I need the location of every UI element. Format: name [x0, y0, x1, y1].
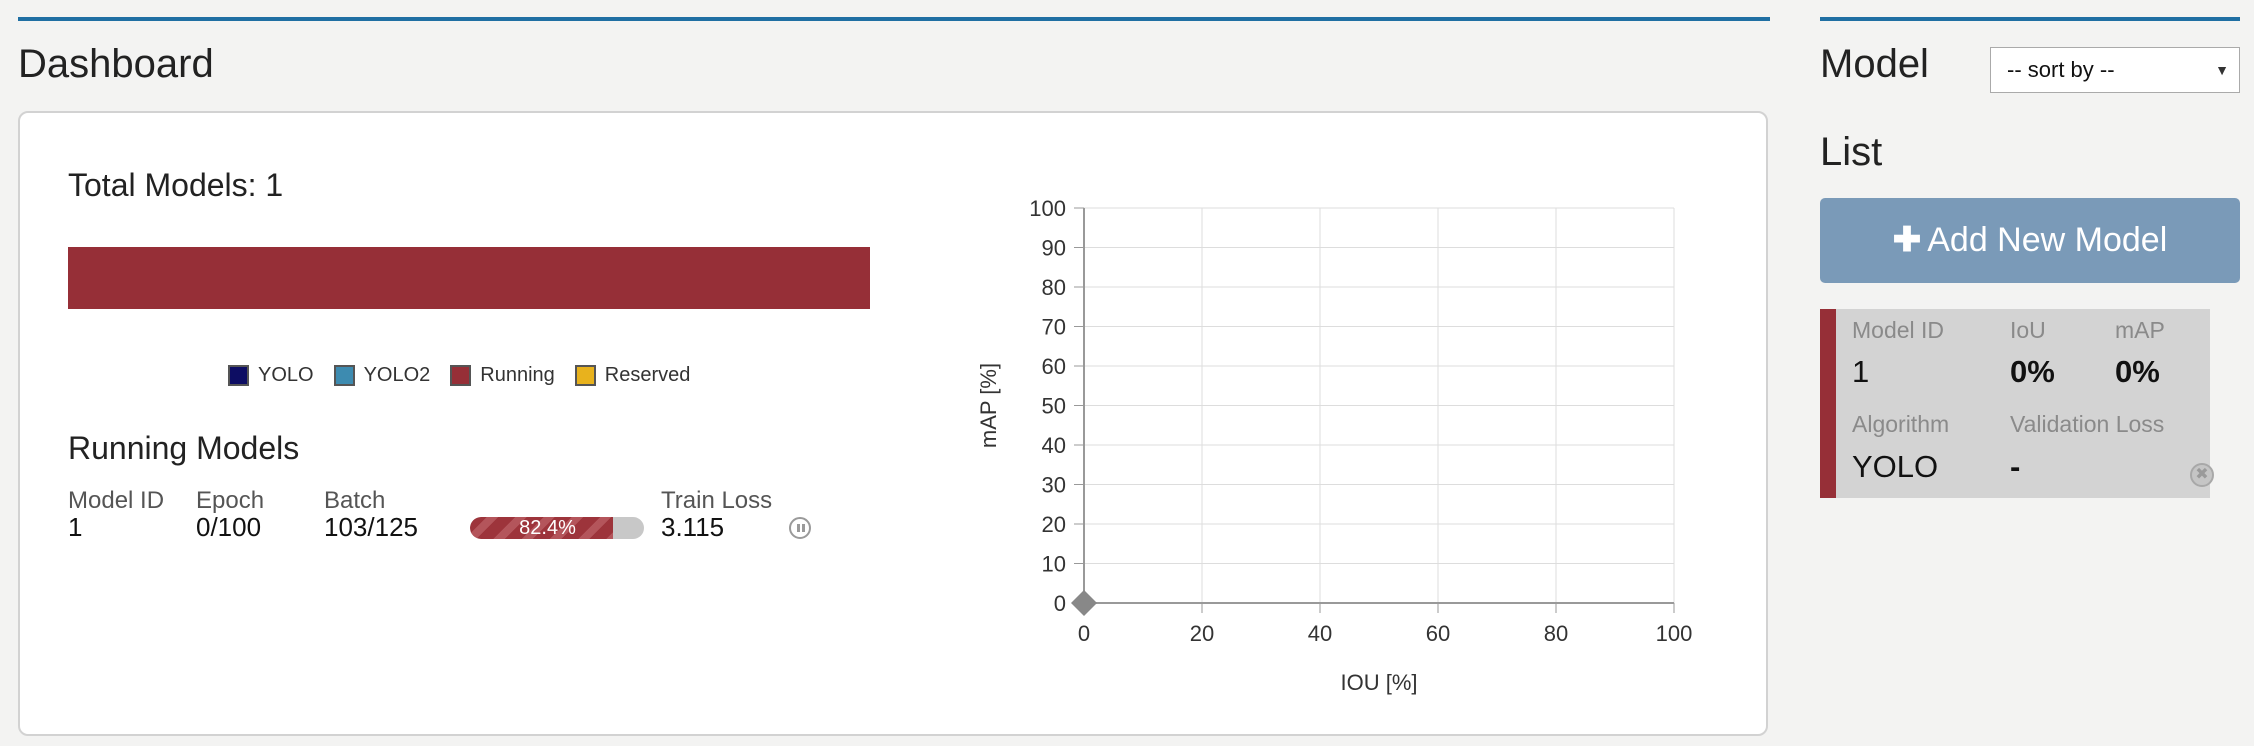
legend-swatch-yolo [228, 365, 249, 386]
running-value-model-id: 1 [68, 512, 83, 542]
card-value-model-id: 1 [1852, 354, 1870, 389]
status-legend: YOLO YOLO2 Running Reserved [228, 364, 710, 387]
card-value-validation-loss: - [2010, 449, 2021, 484]
y-tick-label: 40 [1042, 433, 1066, 458]
data-point [1071, 590, 1097, 616]
card-value-iou: 0% [2010, 354, 2055, 389]
x-tick-label: 40 [1308, 621, 1332, 646]
page-title: Dashboard [18, 42, 214, 86]
running-value-epoch: 0/100 [196, 512, 262, 542]
y-axis-title: mAP [%] [976, 363, 1001, 448]
plus-icon: ✚ [1892, 221, 1922, 259]
y-tick-label: 70 [1042, 315, 1066, 340]
card-label-model-id: Model ID [1852, 317, 1945, 343]
y-tick-label: 90 [1042, 236, 1066, 261]
running-col-batch: Batch 103/125 [324, 487, 418, 542]
pause-icon[interactable] [789, 517, 811, 539]
add-new-model-button[interactable]: ✚ Add New Model [1820, 198, 2240, 283]
y-tick-label: 50 [1042, 394, 1066, 419]
running-header-model-id: Model ID [68, 487, 165, 514]
sidebar-title-list: List [1820, 130, 1883, 174]
legend-item-yolo2: YOLO2 [333, 364, 431, 387]
legend-swatch-yolo2 [333, 365, 355, 386]
sidebar-top-rule [1820, 17, 2240, 21]
dashboard-top-rule [18, 17, 1770, 21]
card-value-algorithm: YOLO [1852, 449, 1939, 484]
legend-label-running: Running [480, 364, 555, 386]
legend-item-reserved: Reserved [574, 364, 691, 387]
batch-progress-text: 82.4% [519, 517, 576, 539]
legend-label-reserved: Reserved [604, 364, 691, 386]
model-card[interactable]: Model ID 1 IoU 0% mAP 0% Algorithm YOLO … [1820, 309, 2214, 498]
sort-select[interactable]: -- sort by -- ▼ [1990, 47, 2240, 93]
card-label-validation-loss: Validation Loss [2010, 411, 2165, 437]
y-tick-label: 20 [1042, 512, 1066, 537]
legend-label-yolo: YOLO [258, 364, 314, 386]
sidebar-title-model: Model [1820, 42, 1929, 86]
y-tick-label: 30 [1042, 473, 1066, 498]
card-value-map: 0% [2115, 354, 2160, 389]
running-models-title: Running Models [68, 430, 300, 466]
running-header-batch: Batch [324, 487, 386, 514]
add-new-model-label: Add New Model [1927, 221, 2168, 259]
running-header-train-loss: Train Loss [661, 487, 773, 514]
running-value-batch: 103/125 [324, 512, 418, 542]
models-status-bar [68, 247, 870, 309]
x-tick-label: 0 [1078, 621, 1090, 646]
legend-item-running: Running [450, 364, 555, 387]
card-label-map: mAP [2115, 317, 2165, 343]
y-tick-label: 60 [1042, 354, 1066, 379]
x-axis-title: IOU [%] [1340, 670, 1417, 695]
legend-label-yolo2: YOLO2 [363, 364, 431, 386]
remove-model-icon[interactable]: ✖ [2190, 463, 2214, 487]
chevron-down-icon: ▼ [2215, 62, 2229, 78]
card-label-algorithm: Algorithm [1852, 411, 1950, 437]
batch-progress-fill [470, 517, 614, 539]
x-tick-label: 80 [1544, 621, 1568, 646]
y-tick-label: 0 [1054, 591, 1066, 616]
sort-select-value: -- sort by -- [2007, 57, 2115, 82]
x-tick-label: 100 [1656, 621, 1693, 646]
running-value-train-loss: 3.115 [661, 512, 725, 542]
dashboard-panel [18, 111, 1768, 736]
total-models-label: Total Models: 1 [68, 167, 284, 203]
y-tick-label: 10 [1042, 552, 1066, 577]
running-col-train-loss: Train Loss 3.115 [661, 487, 773, 542]
running-col-epoch: Epoch 0/100 [196, 487, 265, 542]
x-tick-label: 60 [1426, 621, 1450, 646]
legend-swatch-reserved [574, 365, 596, 386]
running-col-model-id: Model ID 1 [68, 487, 165, 542]
x-tick-label: 20 [1190, 621, 1214, 646]
y-tick-label: 100 [1029, 196, 1066, 221]
legend-swatch-running [450, 365, 472, 386]
batch-progress-bar: 82.4% [470, 517, 644, 539]
legend-item-yolo: YOLO [228, 364, 314, 387]
card-label-iou: IoU [2010, 317, 2046, 343]
y-tick-label: 80 [1042, 275, 1066, 300]
running-header-epoch: Epoch [196, 487, 265, 514]
